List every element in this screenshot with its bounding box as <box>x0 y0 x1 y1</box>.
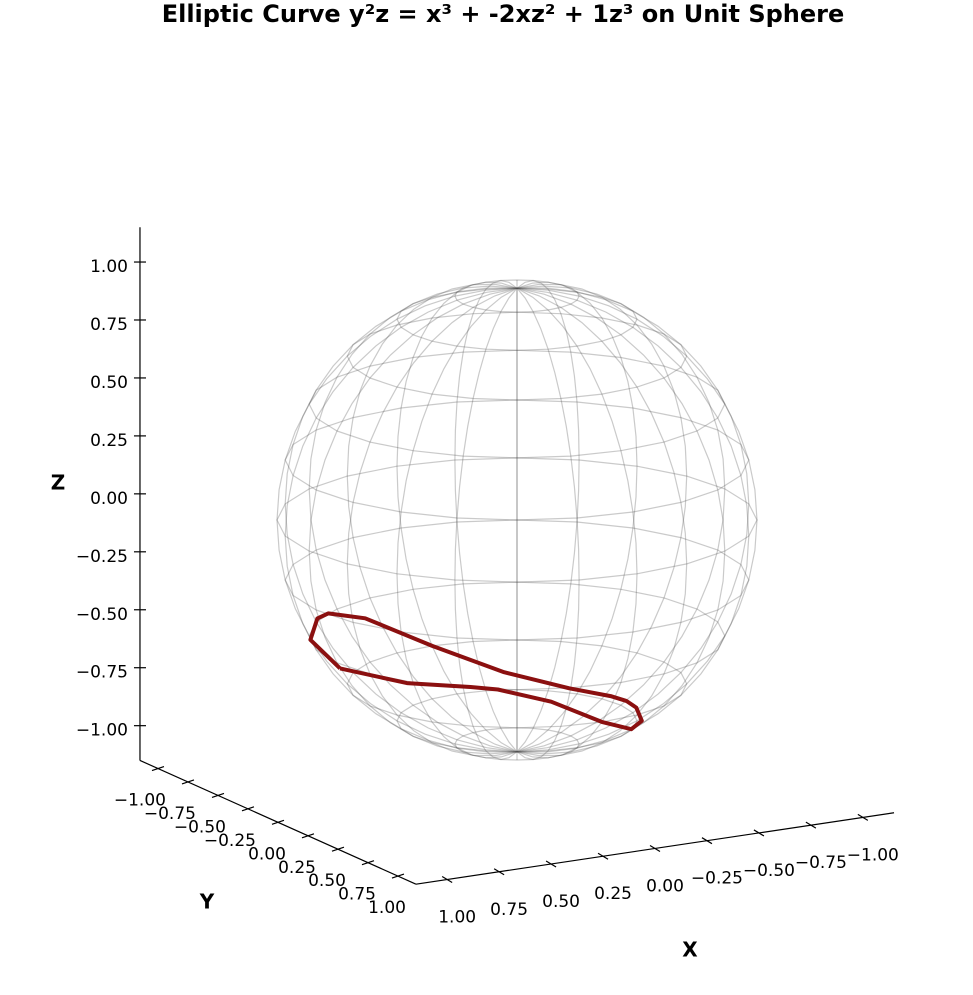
tick-label: 0.25 <box>594 884 632 904</box>
tick-label: 0.25 <box>278 858 316 878</box>
tick-label: 0.75 <box>90 315 128 335</box>
tick-mark <box>391 873 405 879</box>
tick-mark <box>361 860 375 866</box>
chart-title: Elliptic Curve y²z = x³ + -2xz² + 1z³ on… <box>162 0 845 28</box>
tick-label: −1.00 <box>847 845 899 865</box>
sphere-wireframe <box>346 639 688 729</box>
tick-mark <box>701 837 713 845</box>
tick-label: 0.00 <box>90 489 128 509</box>
tick-label: 1.00 <box>90 257 128 277</box>
tick-label: 0.50 <box>90 373 128 393</box>
tick-mark <box>545 860 557 868</box>
sphere-wireframe <box>454 279 580 313</box>
tick-label: 0.00 <box>248 844 286 864</box>
sphere-wireframe <box>276 457 758 583</box>
sphere-wireframe <box>516 285 726 753</box>
tick-label: 1.00 <box>368 898 406 918</box>
sphere-wireframe <box>516 287 750 753</box>
sphere-wireframe <box>346 283 518 753</box>
tick-label: −0.25 <box>204 831 256 851</box>
tick-label: 0.50 <box>542 892 580 912</box>
sphere-wireframe <box>454 727 580 761</box>
sphere-wireframe <box>454 279 518 753</box>
tick-mark <box>753 829 765 837</box>
sphere-wireframe <box>308 287 518 755</box>
tick-label: −0.50 <box>76 605 128 625</box>
sphere-wireframe <box>396 689 638 753</box>
tick-label: −0.50 <box>174 817 226 837</box>
tick-mark <box>331 846 345 852</box>
sphere-wireframe <box>276 287 518 753</box>
sphere-wireframe <box>346 287 518 757</box>
sphere-wireframe <box>396 287 638 351</box>
tick-mark <box>597 852 609 860</box>
sphere-wireframe <box>346 311 688 401</box>
curve <box>308 611 644 732</box>
sphere-wireframe <box>516 287 638 759</box>
sphere-wireframe <box>516 287 758 753</box>
tick-mark <box>211 792 225 798</box>
tick-label: −0.25 <box>691 869 743 889</box>
sphere-wireframe <box>284 519 750 641</box>
sphere-wireframe <box>454 287 518 761</box>
tick-mark <box>857 813 869 821</box>
sphere-wireframe <box>516 281 638 753</box>
tick-mark <box>301 833 315 839</box>
tick-label: 1.00 <box>438 908 476 928</box>
sphere-wireframe <box>284 287 518 753</box>
tick-label: −0.50 <box>743 861 795 881</box>
tick-label: 0.75 <box>338 885 376 905</box>
sphere-wireframe <box>516 287 688 757</box>
tick-mark <box>181 779 195 785</box>
tick-mark <box>805 821 817 829</box>
tick-label: 0.75 <box>490 900 528 920</box>
sphere-wireframe <box>396 287 518 759</box>
sphere-wireframe <box>396 281 518 753</box>
tick-label: 0.50 <box>308 871 346 891</box>
sphere-wireframe <box>516 283 688 753</box>
sphere-wireframe <box>308 581 726 691</box>
sphere-wireframe <box>516 287 726 755</box>
tick-mark <box>271 819 285 825</box>
tick-label: −1.00 <box>114 791 166 811</box>
y-axis-label: Y <box>199 890 215 914</box>
tick-mark <box>241 806 255 812</box>
sphere-wireframe <box>308 349 726 459</box>
sphere-wireframe <box>516 279 580 753</box>
tick-mark <box>649 844 661 852</box>
sphere-wireframe <box>516 287 580 761</box>
tick-label: −0.75 <box>144 804 196 824</box>
tick-label: −0.25 <box>76 547 128 567</box>
sphere-wireframe <box>284 287 518 753</box>
tick-label: −1.00 <box>76 721 128 741</box>
sphere-wireframe <box>308 285 518 753</box>
tick-mark <box>441 876 453 884</box>
tick-label: −0.75 <box>795 853 847 873</box>
tick-mark <box>151 765 165 772</box>
tick-label: 0.00 <box>646 876 684 896</box>
z-axis-label: Z <box>51 471 66 495</box>
tick-mark <box>493 868 505 876</box>
sphere-wireframe <box>284 399 750 521</box>
tick-label: −0.75 <box>76 663 128 683</box>
tick-label: 0.25 <box>90 431 128 451</box>
x-axis-label: X <box>682 938 698 962</box>
